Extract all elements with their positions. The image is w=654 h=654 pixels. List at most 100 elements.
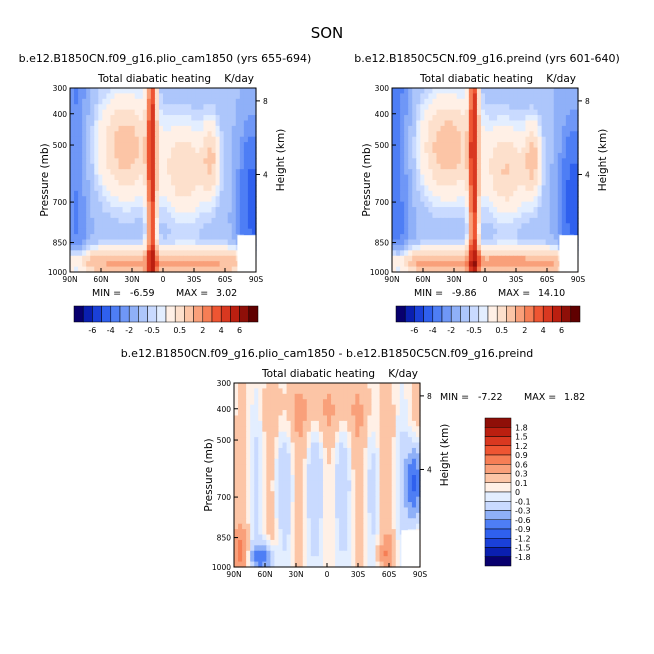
heatmap-cell [327, 453, 332, 460]
heatmap-cell [278, 556, 284, 563]
heatmap-cell [456, 239, 462, 246]
heatmap-cell [420, 120, 425, 127]
heatmap-cell [525, 228, 531, 235]
heatmap-cell [460, 212, 466, 219]
heatmap-cell [375, 475, 381, 482]
heatmap-cell [545, 136, 551, 143]
heatmap-cell [235, 93, 241, 100]
heatmap-cell [416, 147, 421, 154]
heatmap-cell [395, 550, 401, 557]
heatmap-cell [391, 502, 397, 509]
heatmap-cell [207, 255, 213, 262]
heatmap-cell [146, 228, 152, 235]
heatmap-cell [436, 250, 442, 257]
heatmap-cell [122, 266, 128, 273]
heatmap-cell [243, 180, 249, 187]
heatmap-cell [460, 88, 466, 95]
heatmap-cell [223, 180, 229, 187]
heatmap-cell [521, 180, 527, 187]
heatmap-cell [290, 480, 296, 487]
heatmap-cell [171, 88, 176, 95]
heatmap-cell [464, 158, 470, 165]
heatmap-cell [238, 550, 243, 557]
heatmap-cell [90, 174, 95, 181]
heatmap-cell [86, 174, 91, 181]
heatmap-cell [493, 223, 498, 230]
heatmap-cell [227, 88, 233, 95]
heatmap-cell [90, 163, 95, 170]
heatmap-cell [415, 410, 421, 417]
heatmap-cell [278, 458, 284, 465]
heatmap-cell [472, 255, 478, 262]
heatmap-cell [314, 464, 320, 471]
heatmap-cell [537, 255, 543, 262]
heatmap-cell [553, 207, 559, 214]
heatmap-cell [383, 464, 389, 471]
heatmap-cell [298, 442, 304, 449]
heatmap-cell [460, 93, 466, 100]
heatmap-cell [424, 142, 429, 149]
heatmap-cell [314, 480, 320, 487]
heatmap-cell [302, 399, 308, 406]
heatmap-cell [322, 496, 328, 503]
heatmap-cell [179, 234, 184, 241]
heatmap-cell [545, 115, 551, 122]
heatmap-cell [199, 163, 205, 170]
heatmap-cell [428, 266, 434, 273]
heatmap-cell [569, 212, 575, 219]
heatmap-cell [335, 426, 340, 433]
heatmap-cell [290, 507, 296, 514]
heatmap-cell [565, 201, 571, 208]
heatmap-cell [476, 163, 482, 170]
heatmap-cell [110, 169, 116, 176]
heatmap-cell [314, 529, 320, 536]
heatmap-cell [191, 196, 196, 203]
heatmap-cell [525, 266, 531, 273]
heatmap-cell [359, 426, 364, 433]
heatmap-cell [175, 266, 180, 273]
heatmap-cell [266, 491, 271, 498]
heatmap-cell [258, 545, 263, 552]
heatmap-cell [411, 485, 417, 492]
heatmap-cell [436, 147, 442, 154]
heatmap-cell [314, 437, 320, 444]
heatmap-cell [126, 234, 132, 241]
heatmap-cell [150, 169, 156, 176]
heatmap-cell [318, 404, 324, 411]
heatmap-cell [391, 534, 397, 541]
heatmap-cell [243, 131, 249, 138]
heatmap-cell [306, 426, 312, 433]
heatmap-cell [70, 190, 75, 197]
heatmap-cell [375, 431, 381, 438]
heatmap-cell [363, 437, 369, 444]
heatmap-cell [456, 180, 462, 187]
heatmap-cell [549, 158, 555, 165]
heatmap-cell [371, 388, 377, 395]
heatmap-cell [130, 234, 136, 241]
heatmap-cell [396, 109, 401, 116]
heatmap-cell [110, 174, 116, 181]
heatmap-cell [440, 196, 446, 203]
heatmap-cell [191, 88, 196, 95]
heatmap-cell [78, 104, 83, 111]
max-label: MAX = [498, 288, 530, 299]
heatmap-cell [239, 228, 245, 235]
heatmap-cell [480, 244, 486, 251]
heatmap-cell [480, 255, 486, 262]
heatmap-cell [529, 147, 535, 154]
heatmap-cell [215, 223, 221, 230]
heatmap-cell [497, 147, 502, 154]
heatmap-cell [146, 261, 152, 268]
heatmap-cell [396, 158, 401, 165]
heatmap-cell [158, 217, 164, 224]
heatmap-cell [278, 545, 284, 552]
heatmap-cell [247, 228, 253, 235]
heatmap-cell [171, 190, 176, 197]
heatmap-cell [468, 169, 474, 176]
heatmap-cell [146, 174, 152, 181]
heatmap-cell [383, 539, 389, 546]
heatmap-cell [322, 383, 328, 390]
heatmap-cell [428, 169, 434, 176]
heatmap-cell [493, 120, 498, 127]
heatmap-cell [286, 437, 292, 444]
